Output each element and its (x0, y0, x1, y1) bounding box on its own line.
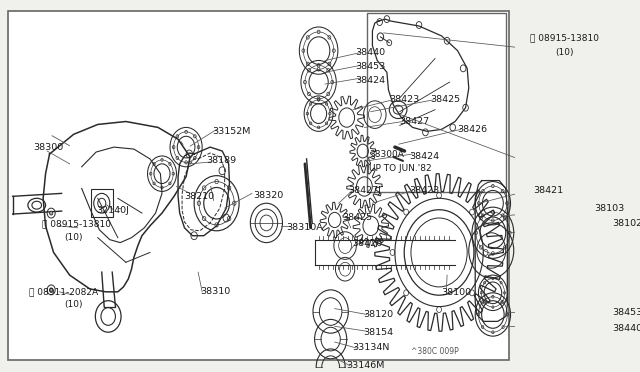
Text: 38300A: 38300A (369, 150, 404, 159)
Text: 38424: 38424 (410, 153, 440, 161)
Text: 38427J: 38427J (348, 186, 381, 195)
Text: 33146M: 33146M (347, 361, 385, 370)
Text: 32140J: 32140J (96, 206, 129, 215)
Text: 38102: 38102 (612, 219, 640, 228)
Text: (10): (10) (556, 48, 574, 57)
Text: Ⓝ 08911-2082A: Ⓝ 08911-2082A (29, 288, 99, 297)
Text: 33152M: 33152M (212, 127, 250, 136)
Bar (367, 13, 506, 192)
Text: 38103: 38103 (594, 203, 624, 213)
Text: 38453: 38453 (612, 308, 640, 317)
Text: 33134N: 33134N (353, 343, 390, 352)
Text: Ⓦ 08915-13810: Ⓦ 08915-13810 (530, 34, 599, 43)
Text: 38425: 38425 (342, 214, 373, 222)
Text: 38310A: 38310A (287, 223, 323, 232)
Text: 38189: 38189 (206, 156, 236, 166)
Text: 38421: 38421 (533, 186, 563, 195)
Bar (90, 189, 113, 217)
Circle shape (49, 211, 52, 215)
Circle shape (49, 288, 52, 292)
Text: 38424: 38424 (355, 76, 385, 85)
Text: 38423: 38423 (389, 95, 420, 105)
Text: 38426: 38426 (458, 125, 488, 134)
Text: UP TO JUN.'82: UP TO JUN.'82 (369, 164, 432, 173)
Text: 38440: 38440 (355, 48, 385, 57)
Text: 38120: 38120 (363, 310, 393, 319)
Text: 38320: 38320 (253, 191, 284, 200)
Text: 38100: 38100 (442, 288, 472, 297)
Text: 38310: 38310 (200, 287, 231, 296)
Text: 38300: 38300 (33, 142, 64, 152)
Text: ^380C 009P: ^380C 009P (411, 347, 459, 356)
Text: 38154: 38154 (363, 328, 393, 337)
Text: 38427: 38427 (400, 117, 430, 126)
Text: 38426: 38426 (353, 239, 383, 248)
Text: 38453: 38453 (355, 62, 385, 71)
Text: (10): (10) (64, 299, 83, 309)
Text: (10): (10) (64, 232, 83, 242)
Text: 38423: 38423 (410, 186, 440, 195)
Text: 38425: 38425 (430, 95, 460, 105)
Text: Ⓦ 08915-13810: Ⓦ 08915-13810 (42, 219, 111, 228)
Text: 38440: 38440 (612, 324, 640, 333)
Text: 38210: 38210 (184, 192, 214, 201)
